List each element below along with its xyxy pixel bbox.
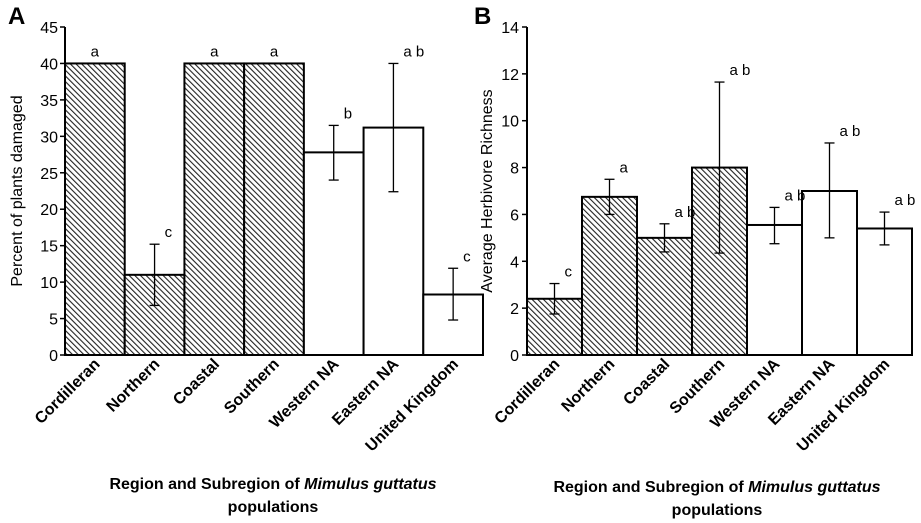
x-axis-caption-a-line2: populations: [228, 499, 319, 516]
category-label-b-2: Coastal: [620, 356, 673, 409]
significance-label-b-2: a b: [675, 204, 696, 221]
y-tick-label-a-9: 45: [40, 20, 58, 37]
error-bar-b-0: [549, 282, 560, 315]
category-label-a-0: Cordilleran: [32, 356, 104, 428]
bar-b-1: [581, 195, 638, 356]
significance-label-b-5: a b: [840, 123, 861, 140]
error-bar-b-5: [824, 142, 835, 239]
significance-label-b-4: a b: [785, 187, 806, 204]
error-bar-a-5: [388, 62, 399, 193]
error-bar-a-4: [328, 124, 339, 181]
significance-label-a-5: a b: [403, 43, 424, 60]
x-axis-caption-a-prefix: Region and Subregion of: [109, 476, 304, 493]
y-tick-label-a-0: 0: [49, 348, 58, 365]
y-tick-label-a-5: 25: [40, 166, 58, 183]
x-axis-caption-a-line1: Region and Subregion of Mimulus guttatus: [109, 476, 436, 493]
error-bar-a-6: [448, 267, 459, 321]
y-axis-label-a: Percent of plants damaged: [9, 95, 26, 286]
category-label-b-1: Northern: [559, 356, 619, 416]
bar-a-3: [243, 62, 305, 356]
panel-label-b: B: [474, 3, 491, 30]
error-bar-b-1: [604, 178, 615, 216]
error-bar-b-6: [879, 211, 890, 246]
y-tick-label-a-6: 30: [40, 129, 58, 146]
significance-label-b-1: a: [620, 159, 629, 176]
chart-panel-b: B Average Herbivore Richness c a a b a b a b a …: [474, 3, 915, 455]
chart-panel-a: A Percent of plants damaged a c a a b a b c 0 5 10 1…: [8, 3, 484, 455]
category-label-a-2: Coastal: [170, 356, 223, 409]
y-tick-label-a-3: 15: [40, 239, 58, 256]
significance-label-b-3: a b: [730, 62, 751, 79]
panel-label-a: A: [8, 3, 25, 30]
y-tick-label-b-1: 2: [510, 301, 519, 318]
bar-b-4: [746, 223, 803, 356]
y-tick-label-a-4: 20: [40, 202, 58, 219]
significance-label-a-6: c: [463, 248, 471, 265]
bar-a-2: [183, 62, 246, 356]
error-bar-a-1: [149, 243, 160, 307]
y-tick-label-a-1: 5: [49, 312, 58, 329]
y-tick-label-b-5: 10: [501, 114, 519, 131]
category-label-b-0: Cordilleran: [492, 356, 564, 428]
x-axis-caption-b-species: Mimulus guttatus: [748, 479, 881, 496]
x-axis-caption-b-prefix: Region and Subregion of: [553, 479, 748, 496]
bar-a-4: [302, 151, 365, 356]
y-axis-label-b: Average Herbivore Richness: [479, 89, 496, 292]
significance-label-b-6: a b: [895, 192, 916, 209]
y-tick-label-a-7: 35: [40, 93, 58, 110]
x-axis-caption-a-species: Mimulus guttatus: [304, 476, 437, 493]
y-tick-label-b-0: 0: [510, 348, 519, 365]
bar-b-6: [856, 227, 913, 356]
y-tick-label-b-3: 6: [510, 207, 519, 224]
category-label-a-1: Northern: [104, 356, 164, 416]
y-tick-label-b-6: 12: [501, 67, 519, 84]
significance-label-a-2: a: [210, 43, 219, 60]
category-label-b-6: United Kingdom: [794, 356, 893, 455]
x-axis-caption-b-line2: populations: [672, 502, 763, 519]
y-tick-label-b-2: 4: [510, 254, 519, 271]
bar-b-2: [636, 236, 693, 357]
bar-a-0: [64, 62, 126, 356]
significance-label-a-1: c: [165, 224, 173, 241]
y-tick-label-b-4: 8: [510, 161, 519, 178]
significance-label-a-0: a: [91, 43, 100, 60]
error-bar-b-4: [769, 206, 780, 245]
x-axis-caption-b-line1: Region and Subregion of Mimulus guttatus: [553, 479, 880, 496]
significance-label-b-0: c: [565, 264, 573, 281]
significance-label-a-3: a: [270, 43, 279, 60]
error-bar-b-3: [714, 81, 725, 254]
error-bar-b-2: [659, 223, 670, 253]
y-tick-label-a-8: 40: [40, 56, 58, 73]
y-tick-label-b-7: 14: [501, 20, 519, 37]
category-label-a-3: Southern: [221, 356, 283, 418]
significance-label-a-4: b: [344, 105, 352, 122]
y-tick-label-a-2: 10: [40, 275, 58, 292]
